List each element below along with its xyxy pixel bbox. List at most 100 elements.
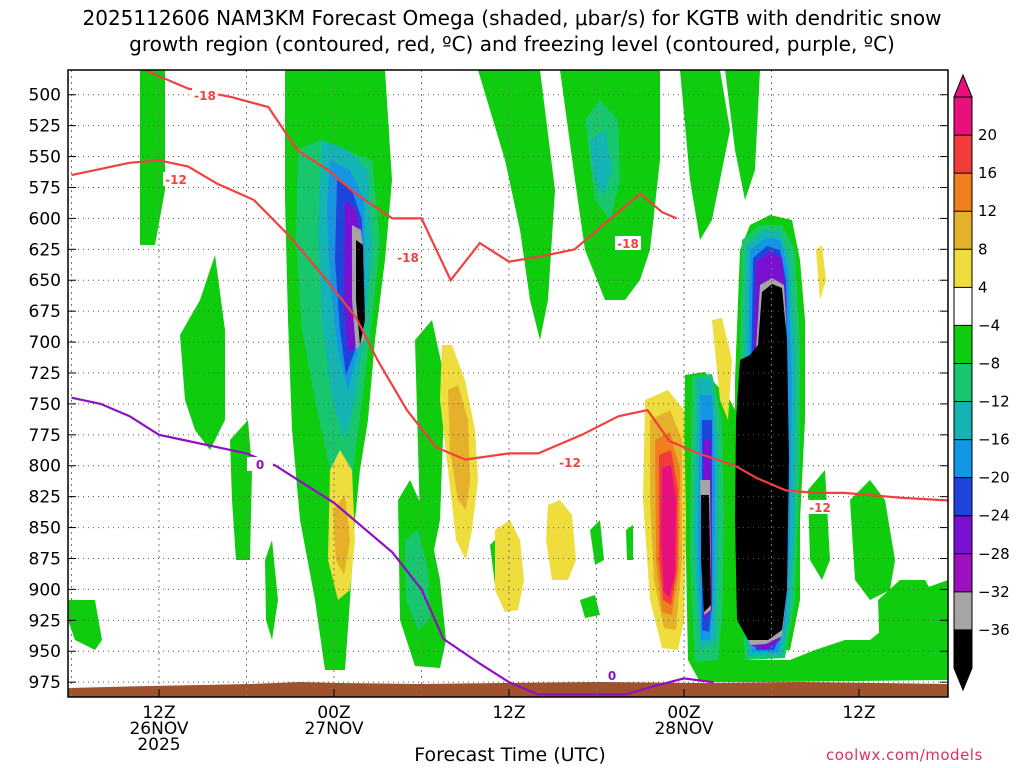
omega-region	[878, 580, 948, 672]
y-tick-label: 700	[29, 333, 61, 353]
x-tick-label: 12Z	[142, 703, 175, 723]
chart-title-line-2: growth region (contoured, red, ºC) and f…	[129, 32, 895, 56]
colorbar-label: −20	[978, 469, 1010, 487]
y-tick-label: 900	[29, 580, 61, 600]
y-tick-label: 775	[29, 426, 61, 446]
contour-label-bg	[615, 236, 641, 250]
colorbar-label: −24	[978, 507, 1010, 525]
y-tick-label: 825	[29, 488, 61, 508]
colorbar-bottom-arrow	[953, 667, 973, 692]
y-tick-label: 925	[29, 611, 61, 631]
omega-region	[356, 240, 365, 345]
colorbar-swatch	[954, 439, 972, 479]
contour-label: -12	[165, 173, 187, 187]
terrain-strip	[68, 682, 948, 697]
y-tick-label: 675	[29, 302, 61, 322]
y-tick-label: 525	[29, 117, 61, 137]
contour-label-bg	[557, 455, 583, 469]
omega-region	[478, 70, 555, 340]
omega-region	[626, 525, 633, 560]
contour-label: -18	[194, 89, 216, 103]
y-tick-label: 625	[29, 240, 61, 260]
omega-region	[546, 500, 576, 580]
omega-region	[850, 480, 895, 600]
x-tick-label: 12Z	[492, 703, 525, 723]
omega-region	[680, 70, 730, 240]
colorbar-swatch	[954, 97, 972, 136]
contour-label-bg	[599, 668, 625, 682]
colorbar-label: 20	[978, 126, 997, 144]
y-tick-label: 725	[29, 364, 61, 384]
y-tick-label: 875	[29, 549, 61, 569]
colorbar-swatch	[954, 173, 972, 212]
x-tick-label: 26NOV	[129, 719, 188, 739]
colorbar-label: −4	[978, 316, 1000, 334]
omega-region	[816, 245, 826, 300]
y-tick-label: 950	[29, 642, 61, 662]
y-tick-label: 650	[29, 271, 61, 291]
y-tick-label: 500	[29, 86, 61, 106]
omega-region	[590, 130, 612, 195]
temperature-contours	[71, 70, 948, 696]
plot-frame	[67, 69, 949, 698]
omega-region	[180, 255, 225, 450]
colorbar-label: 12	[978, 202, 997, 220]
colorbar: 20 16 12 8 4 −4 −8 −12 −16 −20 −24 −28 −32 −36	[953, 73, 1010, 692]
contour-line	[143, 70, 678, 283]
colorbar-swatch	[954, 553, 972, 593]
contour-label-bg	[192, 88, 218, 102]
colorbar-swatch	[954, 135, 972, 174]
y-tick-label: 575	[29, 178, 61, 198]
omega-region	[405, 530, 430, 630]
omega-region	[580, 595, 600, 618]
x-tick-label: 00Z	[317, 703, 350, 723]
contour-label-bg	[395, 250, 421, 264]
omega-region	[661, 465, 676, 598]
y-tick-label: 550	[29, 148, 61, 168]
omega-region	[265, 540, 278, 640]
omega-region	[333, 495, 350, 575]
colorbar-swatch	[954, 401, 972, 441]
contour-label-bg	[247, 457, 273, 471]
colorbar-swatch	[954, 363, 972, 403]
colorbar-swatch	[954, 325, 972, 364]
colorbar-label: −12	[978, 393, 1010, 411]
contour-label-bg	[163, 172, 189, 186]
colorbar-swatch	[954, 287, 972, 326]
colorbar-label: −8	[978, 354, 1000, 372]
contour-line	[71, 396, 714, 696]
omega-region	[725, 70, 760, 200]
omega-region	[590, 520, 604, 565]
omega-region	[701, 495, 711, 612]
contour-label: -12	[559, 456, 581, 470]
colorbar-swatch	[954, 211, 972, 250]
contour-label: -18	[397, 251, 419, 265]
colorbar-label: 16	[978, 164, 997, 182]
y-axis: 500 525 550 575 600 625 650 675 700 725 750 775 800 8…	[29, 86, 948, 693]
colorbar-swatch	[954, 515, 972, 555]
colorbar-label: −36	[978, 621, 1010, 639]
y-tick-label: 600	[29, 209, 61, 229]
contour-label: 0	[608, 669, 616, 683]
contour-label-bg	[807, 500, 833, 514]
x-tick-label: 28NOV	[654, 719, 713, 739]
y-tick-label: 800	[29, 457, 61, 477]
y-tick-label: 975	[29, 673, 61, 693]
colorbar-swatch	[954, 629, 972, 669]
x-tick-label: 00Z	[667, 703, 700, 723]
colorbar-label: 8	[978, 240, 988, 258]
colorbar-top-arrow	[953, 73, 973, 98]
omega-shading	[68, 70, 948, 697]
contour-line	[71, 159, 948, 502]
colorbar-label: −16	[978, 431, 1010, 449]
omega-region	[448, 385, 470, 510]
y-tick-label: 850	[29, 519, 61, 539]
contour-label: -12	[809, 501, 831, 515]
contour-labels: -18 -18 -18 -12 -12 -12 0 0	[163, 88, 833, 683]
x-tick-label: 2025	[137, 735, 180, 755]
x-axis-label: Forecast Time (UTC)	[414, 744, 606, 766]
colorbar-label: 4	[978, 278, 988, 296]
omega-region	[712, 318, 732, 420]
